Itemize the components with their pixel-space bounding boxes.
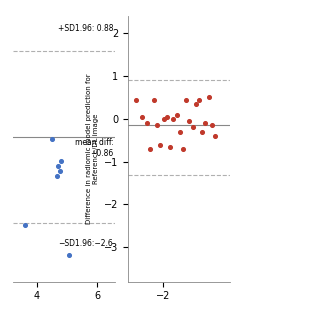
- Point: [180, 146, 186, 151]
- Point: [158, 142, 163, 147]
- Point: [206, 95, 211, 100]
- Point: [193, 101, 198, 106]
- Point: [171, 116, 176, 121]
- Point: [140, 114, 145, 119]
- Y-axis label: Difference in radiomic model prediction for
Reference/DL image: Difference in radiomic model prediction …: [86, 74, 100, 224]
- Text: +SD1.96: 0.88: +SD1.96: 0.88: [58, 24, 113, 33]
- Point: [200, 129, 205, 134]
- Point: [66, 252, 71, 257]
- Point: [147, 146, 152, 151]
- Point: [50, 136, 55, 141]
- Point: [168, 144, 173, 149]
- Point: [133, 97, 138, 102]
- Point: [174, 112, 179, 117]
- Text: mean diff:
−0.86: mean diff: −0.86: [75, 138, 113, 157]
- Point: [203, 121, 208, 126]
- Point: [57, 168, 62, 173]
- Point: [54, 173, 59, 179]
- Point: [56, 164, 61, 169]
- Point: [151, 97, 156, 102]
- Text: −SD1.96:−2.6: −SD1.96:−2.6: [59, 239, 113, 248]
- Point: [144, 121, 149, 126]
- Point: [155, 123, 160, 128]
- Point: [187, 118, 192, 124]
- Point: [196, 97, 202, 102]
- Point: [161, 116, 166, 121]
- Point: [59, 158, 64, 164]
- Point: [164, 114, 170, 119]
- Point: [190, 125, 195, 130]
- Point: [212, 133, 218, 139]
- Point: [22, 222, 28, 228]
- Point: [177, 129, 182, 134]
- Point: [184, 97, 189, 102]
- Point: [209, 123, 214, 128]
